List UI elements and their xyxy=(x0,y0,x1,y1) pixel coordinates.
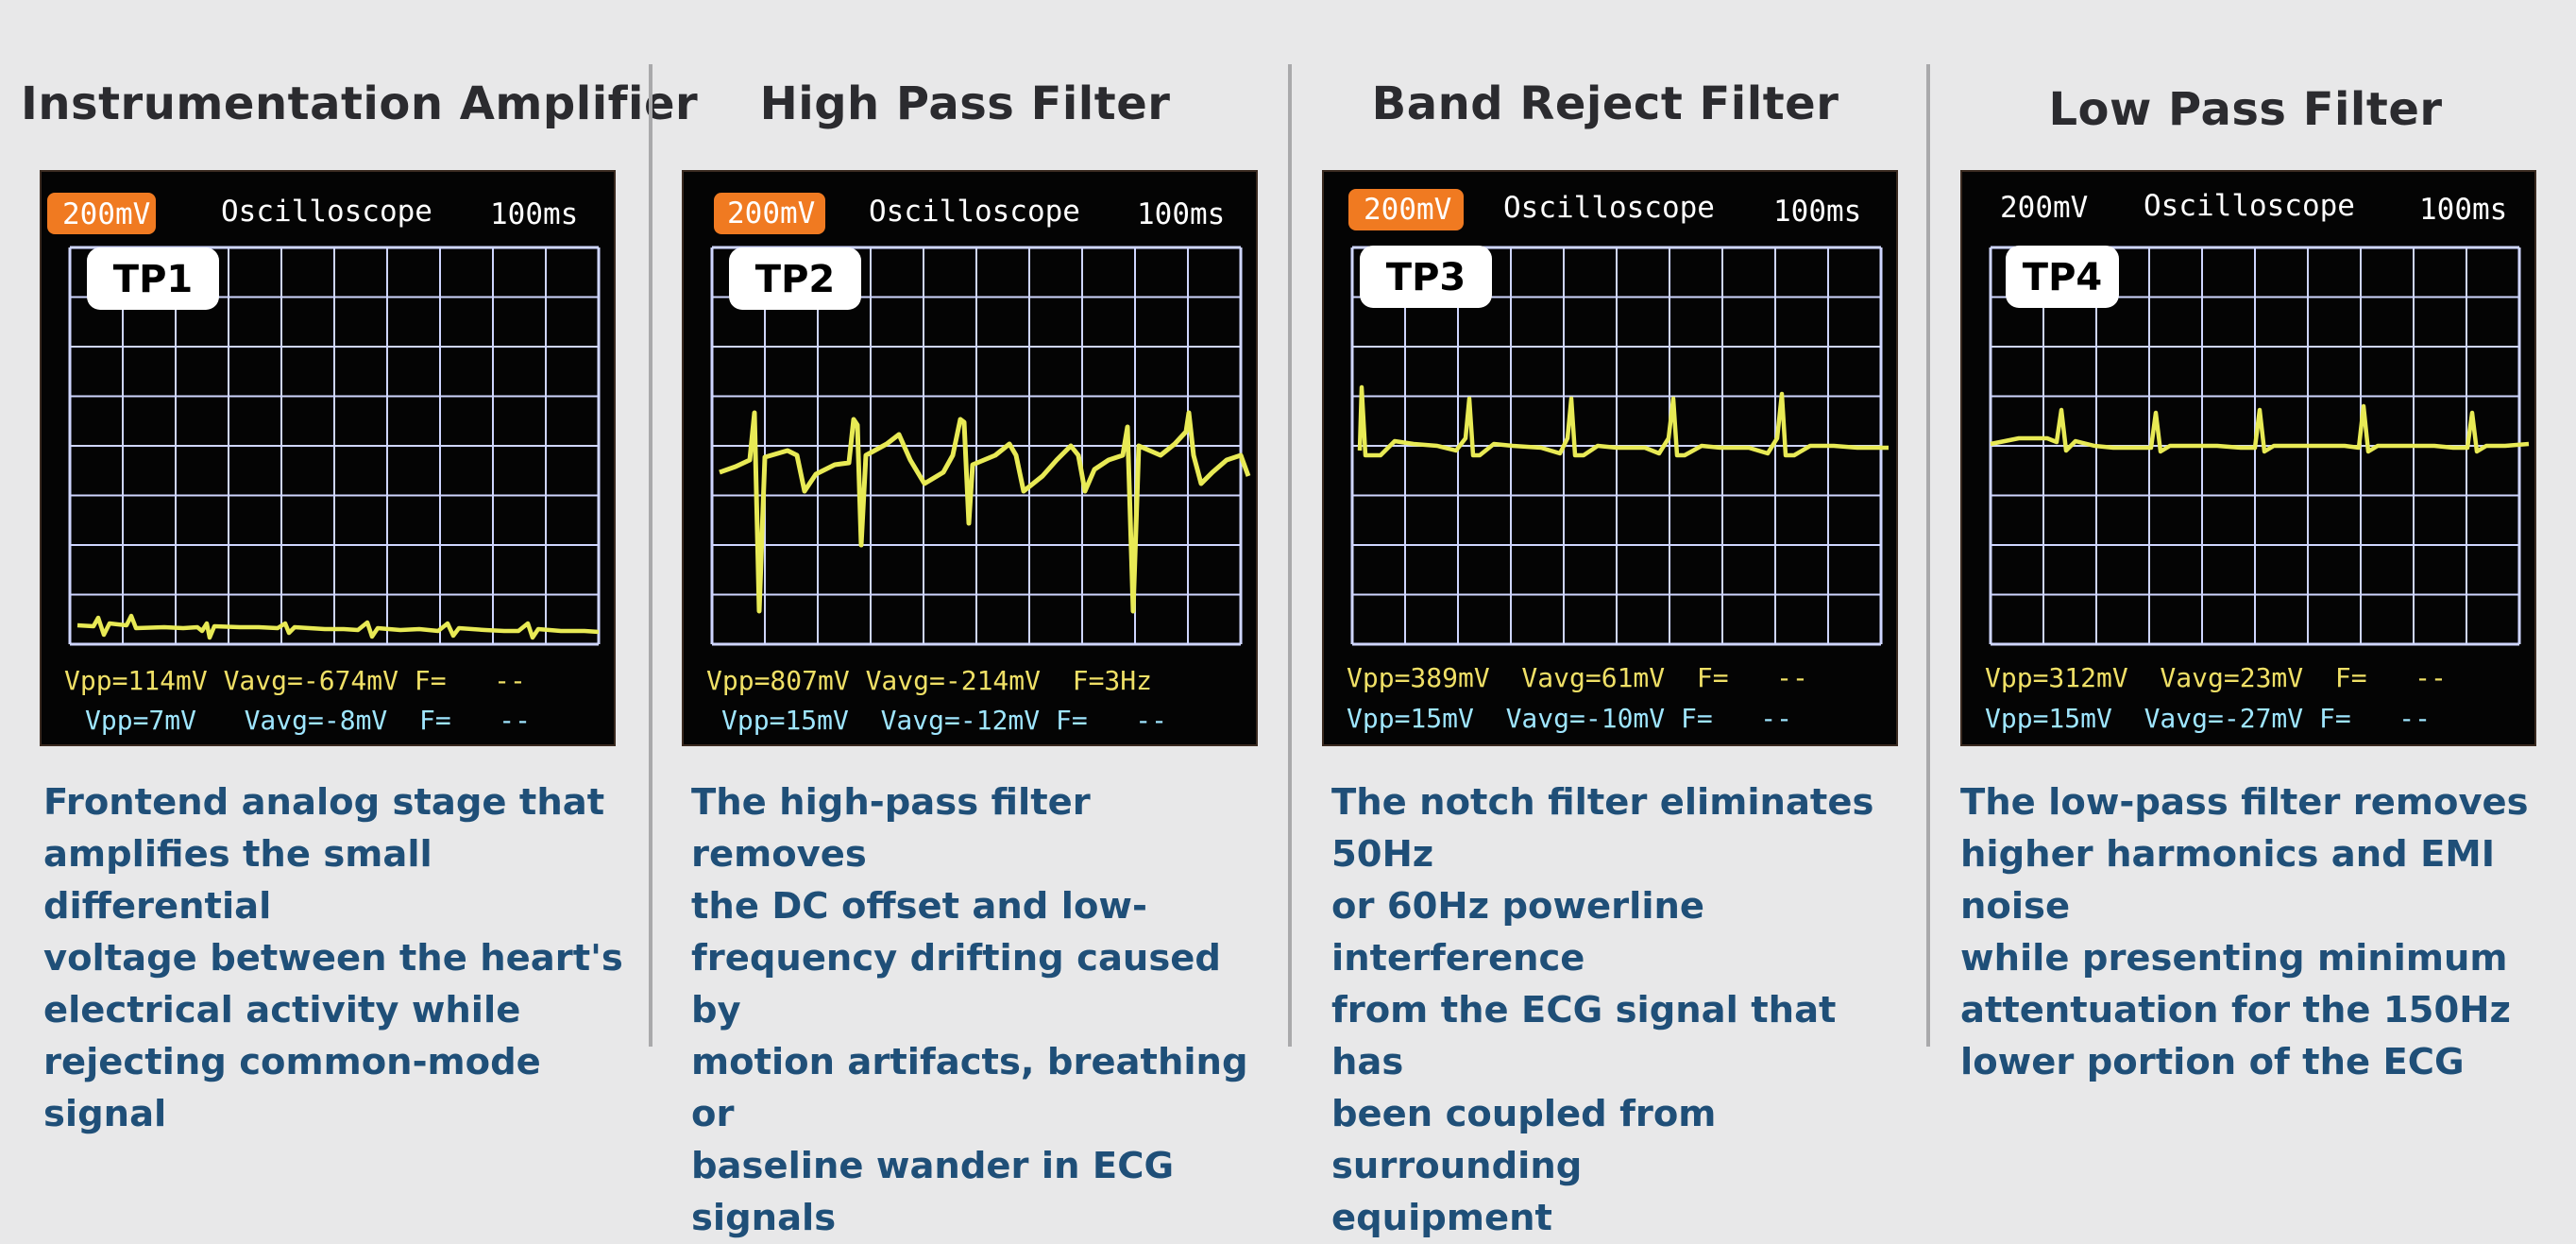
panel-title: Instrumentation Amplifier xyxy=(21,77,699,130)
volts-div-highlight xyxy=(714,193,825,234)
channel-2-readout: Vpp=15mV Vavg=-27mV F= -- xyxy=(1985,703,2431,734)
panel-divider xyxy=(1926,64,1930,1047)
volts-div-highlight xyxy=(47,193,156,234)
scope-name-label: Oscilloscope xyxy=(2144,189,2355,223)
ecg-trace xyxy=(719,410,1251,614)
scope-name-label: Oscilloscope xyxy=(1503,191,1715,225)
volts-div-label: 200mV xyxy=(1364,193,1451,227)
panel-instrumentation-amplifier: Instrumentation Amplifier 200mV Oscillos… xyxy=(21,0,699,1135)
panel-description: The notch filter eliminates 50Hz or 60Hz… xyxy=(1331,781,1874,1239)
panel-divider xyxy=(1288,64,1292,1047)
scope-grid xyxy=(710,246,1243,646)
ecg-trace xyxy=(76,613,600,640)
volts-div-label: 200mV xyxy=(727,196,815,230)
panel-title: High Pass Filter xyxy=(759,77,1171,130)
panel-high-pass-filter: High Pass Filter 200mV Oscilloscope 100m… xyxy=(672,0,1258,1239)
oscilloscope-display: 200mV Oscilloscope 100ms TP3 Vpp=389mV V… xyxy=(1347,189,1889,734)
test-point-label: TP3 xyxy=(1386,256,1466,299)
ecg-trace xyxy=(1990,403,2530,454)
oscilloscope-display: 200mV Oscilloscope 100ms TP4 Vpp=312mV V… xyxy=(1985,189,2530,734)
oscilloscope-screen: 200mV Oscilloscope 100ms TP1 Vpp=114mV V… xyxy=(40,170,616,746)
channel-2-readout: Vpp=15mV Vavg=-12mV F= -- xyxy=(721,705,1167,736)
volts-div-highlight xyxy=(1348,189,1464,230)
time-div-label: 100ms xyxy=(2419,193,2507,227)
test-point-badge xyxy=(2006,246,2119,308)
panel-band-reject-filter: Band Reject Filter 200mV Oscilloscope 10… xyxy=(1313,0,1898,1239)
channel-1-readout: Vpp=389mV Vavg=61mV F= -- xyxy=(1347,662,1808,693)
panel-title: Low Pass Filter xyxy=(2048,83,2443,136)
volts-div-label: 200mV xyxy=(62,197,150,231)
scope-name-label: Oscilloscope xyxy=(869,195,1080,229)
test-point-badge xyxy=(729,247,861,310)
channel-2-readout: Vpp=15mV Vavg=-10mV F= -- xyxy=(1347,703,1792,734)
panel-low-pass-filter: Low Pass Filter 200mV Oscilloscope 100ms… xyxy=(1953,0,2538,1110)
ecg-trace xyxy=(1357,384,1889,458)
time-div-label: 100ms xyxy=(1137,197,1225,231)
oscilloscope-display: 200mV Oscilloscope 100ms TP2 Vpp=807mV V… xyxy=(706,193,1251,736)
channel-2-readout: Vpp=7mV Vavg=-8mV F= -- xyxy=(85,705,531,736)
channel-1-readout: Vpp=114mV Vavg=-674mV F= -- xyxy=(64,665,526,696)
test-point-badge xyxy=(1360,246,1492,308)
oscilloscope-screen: 200mV Oscilloscope 100ms TP4 Vpp=312mV V… xyxy=(1960,170,2536,746)
oscilloscope-screen: 200mV Oscilloscope 100ms TP3 Vpp=389mV V… xyxy=(1322,170,1898,746)
time-div-label: 100ms xyxy=(1773,195,1861,229)
test-point-label: TP2 xyxy=(755,258,835,301)
panel-description: The low-pass filter removes higher harmo… xyxy=(1960,781,2529,1083)
oscilloscope-screen: 200mV Oscilloscope 100ms TP2 Vpp=807mV V… xyxy=(682,170,1258,746)
time-div-label: 100ms xyxy=(490,197,578,231)
test-point-badge xyxy=(87,247,219,310)
panel-title: Band Reject Filter xyxy=(1371,77,1839,130)
panel-divider xyxy=(649,64,652,1047)
channel-1-readout: Vpp=312mV Vavg=23mV F= -- xyxy=(1985,662,2447,693)
channel-1-readout: Vpp=807mV Vavg=-214mV F=3Hz xyxy=(706,665,1152,696)
test-point-label: TP4 xyxy=(2023,256,2102,299)
panel-description: The high-pass filter removes the DC offs… xyxy=(691,781,1248,1239)
scope-name-label: Oscilloscope xyxy=(221,195,432,229)
test-point-label: TP1 xyxy=(113,258,193,301)
volts-div-label: 200mV xyxy=(2000,191,2088,225)
oscilloscope-display: 200mV Oscilloscope 100ms TP1 Vpp=114mV V… xyxy=(47,193,601,736)
panel-description: Frontend analog stage that amplifies the… xyxy=(43,781,623,1135)
